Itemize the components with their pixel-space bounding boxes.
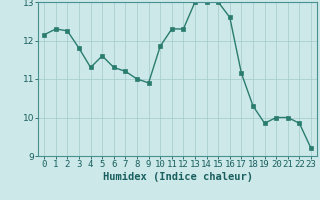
X-axis label: Humidex (Indice chaleur): Humidex (Indice chaleur) — [103, 172, 252, 182]
